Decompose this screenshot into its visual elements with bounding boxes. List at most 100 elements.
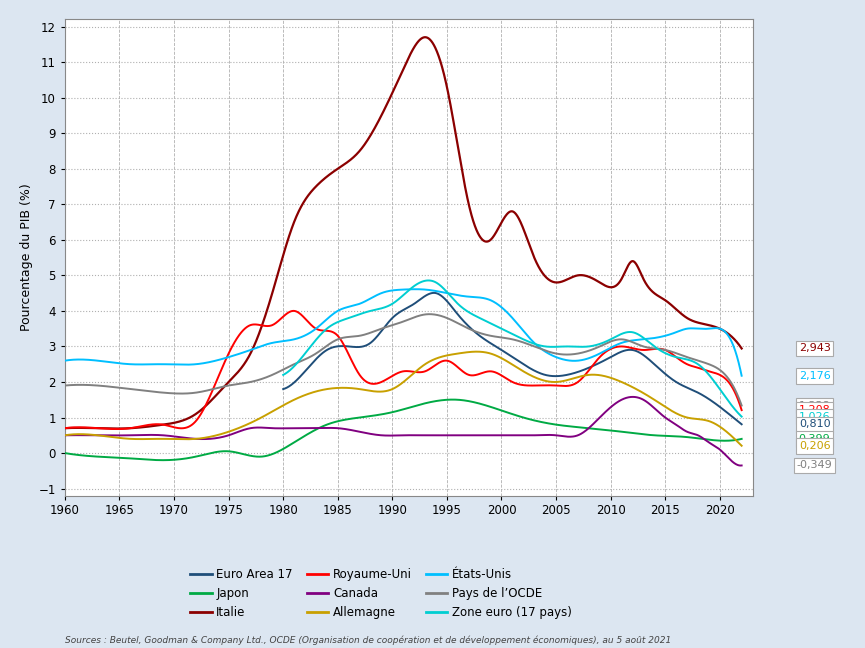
Japon xyxy=(60,449,70,457)
États-Unis xyxy=(94,357,105,365)
Line: États-Unis: États-Unis xyxy=(65,289,741,376)
Pays de l’OCDE xyxy=(388,321,399,329)
Canada xyxy=(736,461,746,469)
Royaume-Uni xyxy=(60,424,70,432)
Pays de l’OCDE xyxy=(593,343,603,351)
Line: Euro Area 17: Euro Area 17 xyxy=(283,293,741,424)
Zone euro (17 pays) xyxy=(723,397,734,405)
Text: 0,399: 0,399 xyxy=(798,434,830,444)
Allemagne xyxy=(388,384,399,392)
Euro Area 17 xyxy=(736,421,746,428)
Canada xyxy=(627,393,638,400)
Zone euro (17 pays) xyxy=(301,348,311,356)
Italie xyxy=(94,424,105,432)
Japon xyxy=(389,408,400,415)
Euro Area 17 xyxy=(501,349,511,357)
Pays de l’OCDE xyxy=(736,402,746,410)
Euro Area 17 xyxy=(723,410,734,417)
Legend: Euro Area 17, Japon, Italie, Royaume-Uni, Canada, Allemagne, États-Unis, Pays de: Euro Area 17, Japon, Italie, Royaume-Uni… xyxy=(190,568,572,619)
États-Unis xyxy=(717,326,727,334)
Euro Area 17 xyxy=(639,352,650,360)
Allemagne xyxy=(371,388,381,395)
Italie xyxy=(371,121,381,129)
Allemagne xyxy=(471,348,482,356)
Canada xyxy=(388,432,399,439)
Allemagne xyxy=(717,424,727,432)
Euro Area 17 xyxy=(723,410,734,417)
Zone euro (17 pays) xyxy=(278,371,288,379)
Japon xyxy=(736,435,746,443)
Pays de l’OCDE xyxy=(717,368,727,376)
Royaume-Uni xyxy=(717,373,727,380)
États-Unis xyxy=(371,292,381,299)
Pays de l’OCDE xyxy=(60,382,70,389)
Y-axis label: Pourcentage du PIB (%): Pourcentage du PIB (%) xyxy=(20,183,33,332)
Euro Area 17 xyxy=(429,289,439,297)
États-Unis xyxy=(388,286,399,294)
Text: Sources : Beutel, Goodman & Company Ltd., OCDE (Organisation de coopération et d: Sources : Beutel, Goodman & Company Ltd.… xyxy=(65,635,671,645)
Royaume-Uni xyxy=(112,425,122,433)
Text: -0,349: -0,349 xyxy=(797,461,832,470)
Canada xyxy=(717,448,727,456)
Italie xyxy=(420,33,430,41)
Euro Area 17 xyxy=(489,341,499,349)
Canada xyxy=(60,432,70,439)
Text: 0,206: 0,206 xyxy=(798,441,830,451)
Japon xyxy=(593,425,604,433)
Royaume-Uni xyxy=(717,373,727,380)
Canada xyxy=(735,461,746,469)
Japon xyxy=(717,437,727,445)
Zone euro (17 pays) xyxy=(736,413,746,421)
États-Unis xyxy=(593,351,603,358)
Japon xyxy=(448,396,458,404)
Allemagne xyxy=(94,432,105,439)
Text: 1,208: 1,208 xyxy=(798,405,830,415)
Line: Royaume-Uni: Royaume-Uni xyxy=(65,311,741,429)
États-Unis xyxy=(410,285,420,293)
Italie xyxy=(60,424,70,432)
Allemagne xyxy=(717,424,727,432)
Allemagne xyxy=(593,371,603,379)
Royaume-Uni xyxy=(94,424,105,432)
Line: Canada: Canada xyxy=(65,397,741,465)
Line: Pays de l’OCDE: Pays de l’OCDE xyxy=(65,314,741,406)
Euro Area 17 xyxy=(278,385,288,393)
Royaume-Uni xyxy=(371,380,381,388)
Zone euro (17 pays) xyxy=(723,397,734,405)
Pays de l’OCDE xyxy=(425,310,435,318)
Text: 1,026: 1,026 xyxy=(798,411,830,422)
Japon xyxy=(157,456,168,464)
Text: 2,176: 2,176 xyxy=(798,371,830,381)
Allemagne xyxy=(736,442,746,450)
Line: Zone euro (17 pays): Zone euro (17 pays) xyxy=(283,281,741,417)
Italie xyxy=(717,326,727,334)
Line: Japon: Japon xyxy=(65,400,741,460)
Zone euro (17 pays) xyxy=(639,334,650,342)
Zone euro (17 pays) xyxy=(489,321,499,329)
Zone euro (17 pays) xyxy=(501,327,511,335)
Pays de l’OCDE xyxy=(717,368,727,376)
Line: Italie: Italie xyxy=(65,37,741,428)
Canada xyxy=(593,415,603,423)
Canada xyxy=(371,431,381,439)
Italie xyxy=(736,345,746,353)
Italie xyxy=(717,326,727,334)
Pays de l’OCDE xyxy=(371,327,381,334)
Line: Allemagne: Allemagne xyxy=(65,352,741,446)
Text: 0,810: 0,810 xyxy=(798,419,830,429)
Pays de l’OCDE xyxy=(94,382,105,389)
Canada xyxy=(717,448,727,456)
Royaume-Uni xyxy=(736,406,746,414)
Allemagne xyxy=(60,432,70,439)
États-Unis xyxy=(736,372,746,380)
Euro Area 17 xyxy=(301,365,311,373)
Japon xyxy=(717,437,727,445)
Canada xyxy=(94,432,105,439)
Italie xyxy=(389,85,400,93)
Japon xyxy=(94,453,105,461)
Italie xyxy=(112,424,122,432)
Royaume-Uni xyxy=(288,307,298,315)
États-Unis xyxy=(60,357,70,365)
Royaume-Uni xyxy=(389,371,400,378)
Japon xyxy=(371,411,381,419)
